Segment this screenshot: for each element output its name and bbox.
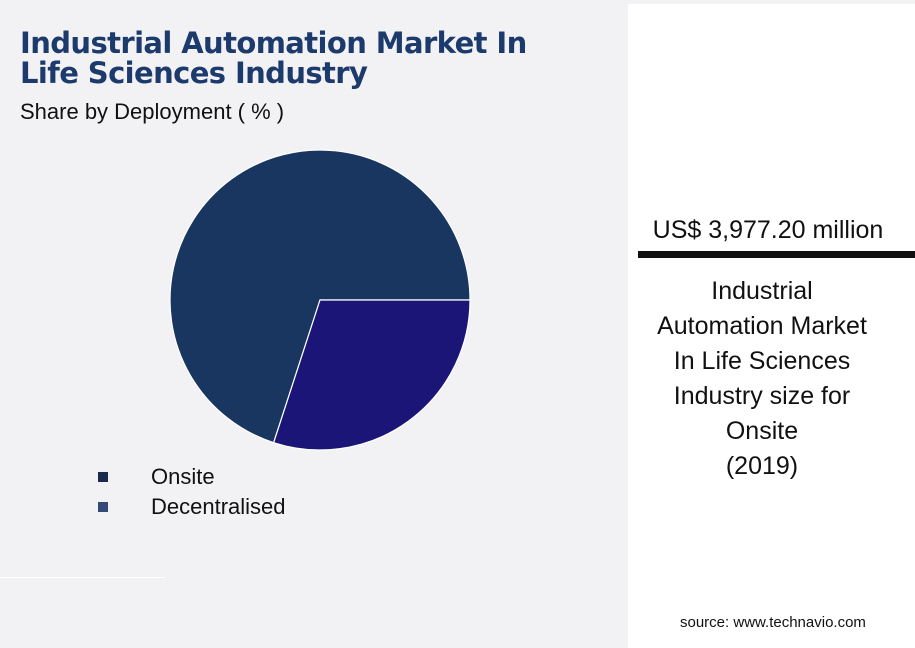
market-description: Industrial Automation Market In Life Sci…	[628, 274, 896, 484]
chart-legend: Onsite Decentralised	[98, 462, 286, 522]
chart-title: Industrial Automation Market In Life Sci…	[20, 28, 527, 88]
pie-slice-decentralised	[272, 299, 471, 451]
legend-item-decentralised: Decentralised	[98, 492, 286, 522]
info-panel: US$ 3,977.20 million Industrial Automati…	[628, 4, 915, 648]
pie-chart	[169, 149, 471, 451]
value-underline	[638, 251, 915, 258]
description-line: Industrial	[711, 277, 813, 305]
chart-subtitle: Share by Deployment ( % )	[20, 99, 285, 124]
description-line: In Life Sciences	[673, 347, 851, 375]
description-line: Onsite	[725, 417, 799, 445]
legend-swatch-onsite	[98, 472, 108, 482]
legend-swatch-decentralised	[98, 502, 108, 512]
chart-title-line-2: Life Sciences Industry	[20, 56, 368, 90]
market-value: US$ 3,977.20 million	[652, 216, 884, 244]
source-credit: source: www.technavio.com	[680, 614, 866, 631]
description-line: Automation Market	[657, 312, 867, 340]
divider-line	[0, 577, 165, 578]
legend-item-onsite: Onsite	[98, 462, 286, 492]
legend-label-onsite: Onsite	[151, 464, 215, 489]
chart-title-line-1: Industrial Automation Market In	[20, 26, 527, 60]
pie-slice-onsite	[169, 149, 471, 444]
chart-panel: Industrial Automation Market In Life Sci…	[0, 28, 528, 578]
description-line: Industry size for	[673, 382, 851, 410]
description-line: (2019)	[725, 452, 799, 480]
legend-label-decentralised: Decentralised	[151, 494, 286, 519]
